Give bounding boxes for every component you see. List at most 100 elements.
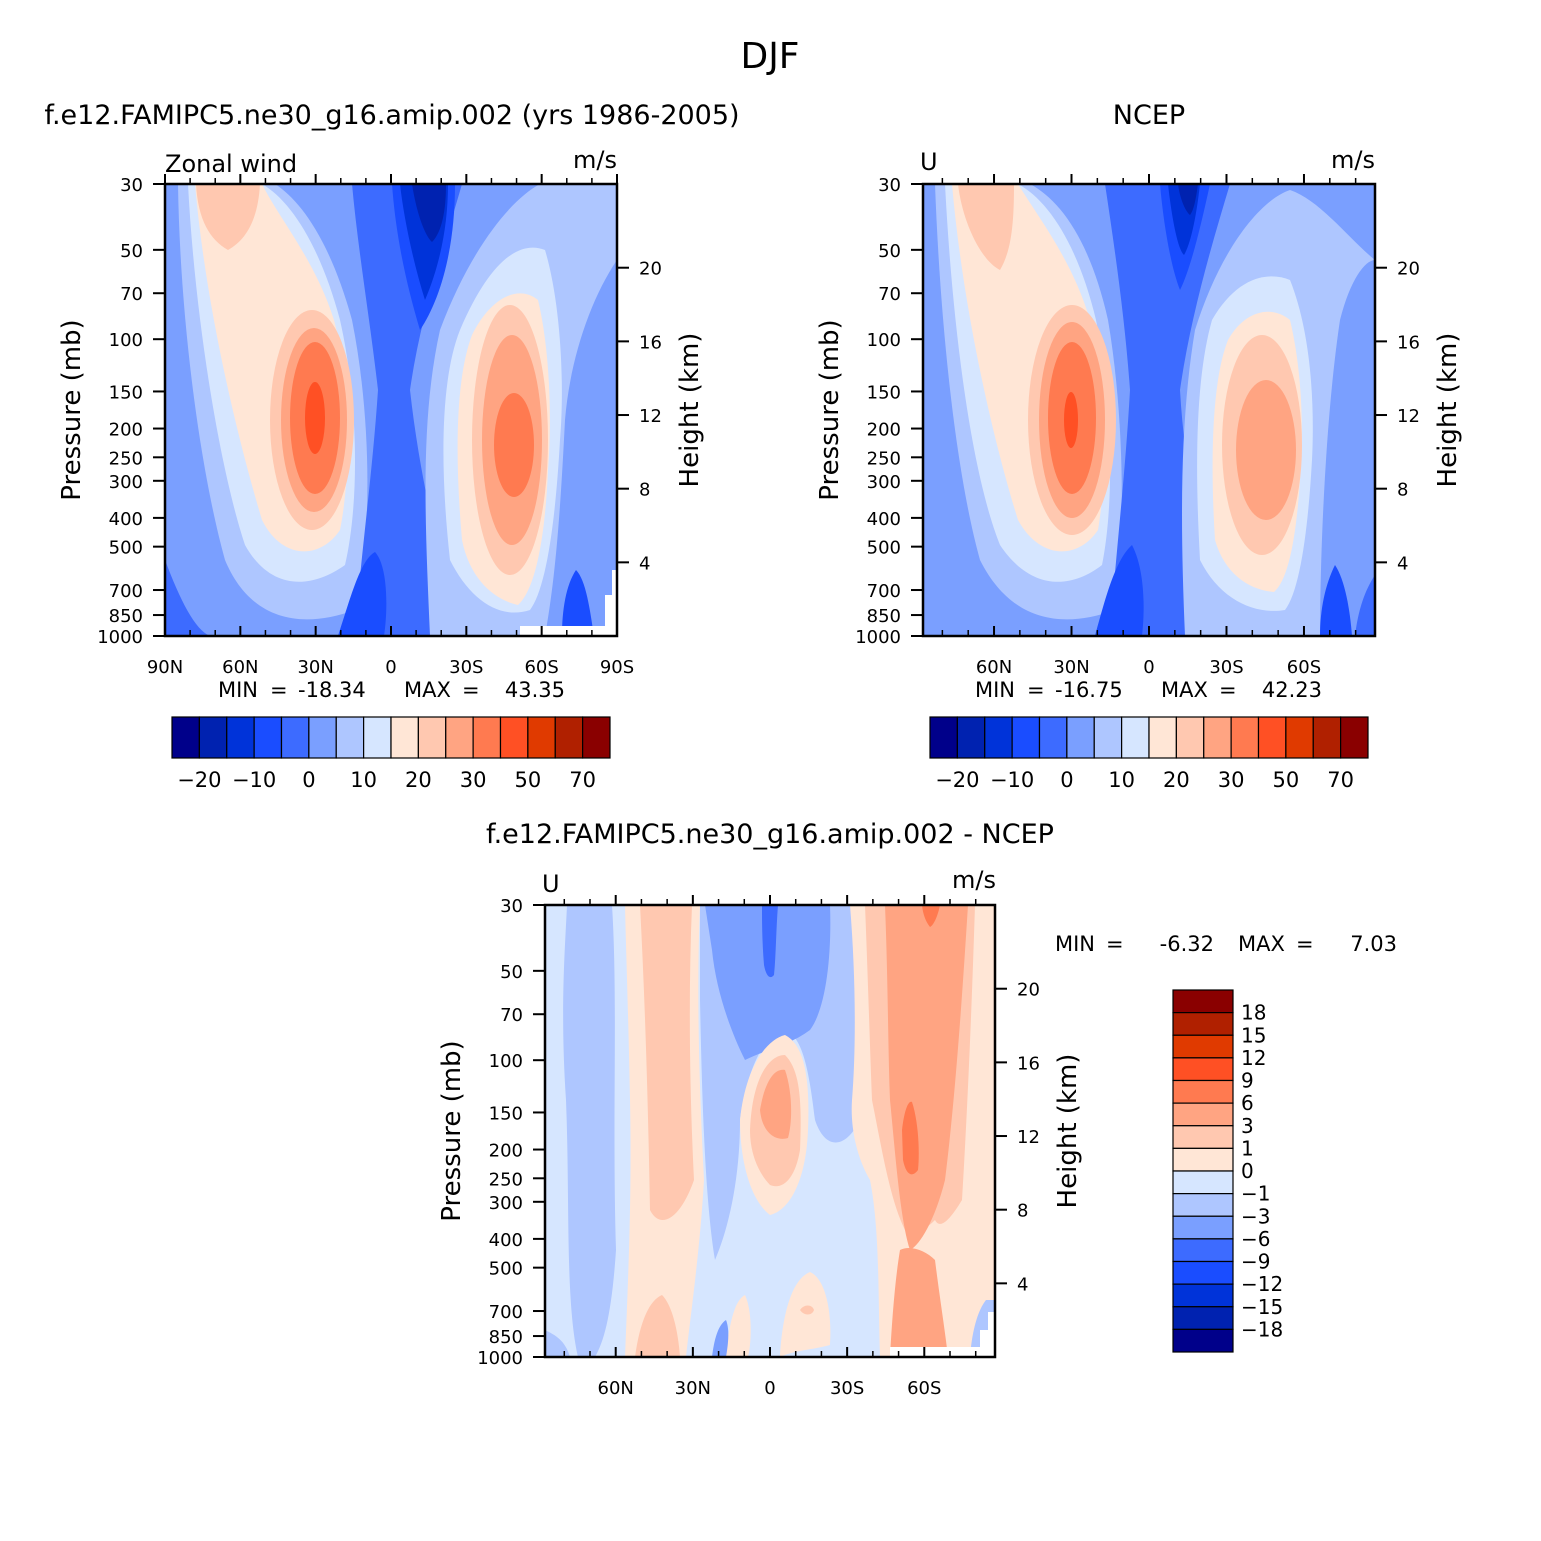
sh-hilat-blue: [1320, 260, 1375, 636]
y-tick-label: 100: [867, 330, 901, 351]
axes: 60N 30N 0 30S 60S 30 50 70 100 150 200 250 300 400 500…: [855, 174, 1420, 678]
sh-hilat-low: [1320, 565, 1352, 636]
min-value: -6.32: [1160, 932, 1214, 956]
nh-positive-band-low: [635, 1295, 680, 1357]
colorbar: −20 −10 0 10 20 30 50 70: [929, 716, 1369, 792]
colorbar-box: [1121, 716, 1150, 759]
panel-model: f.e12.FAMIPC5.ne30_g16.amip.002 (yrs 198…: [44, 100, 739, 792]
colorbar-label: 0: [302, 768, 315, 792]
y2-tick-label: 4: [639, 553, 650, 574]
y2-tick-label: 12: [1017, 1127, 1040, 1148]
eq-negative-lower: [712, 1320, 729, 1357]
x-tick-label: 60N: [976, 657, 1012, 678]
colorbar-label: 70: [569, 768, 596, 792]
colorbar-label: −6: [1241, 1227, 1270, 1251]
eq-sign: =: [1296, 932, 1314, 956]
x-tick-label: 30S: [449, 657, 483, 678]
nh-jet-40: [305, 382, 325, 454]
contour-field: [165, 184, 617, 636]
y2-axis-label: Height (km): [1433, 333, 1463, 488]
y2-tick-label: 8: [1017, 1201, 1028, 1222]
y-tick-label: 200: [489, 1141, 523, 1162]
y2-tick-label: 20: [1397, 259, 1420, 280]
y2-tick-label: 8: [639, 480, 650, 501]
colorbar-box: [445, 716, 474, 759]
eq-positive-mid: [725, 1295, 751, 1357]
x-tick-label: 90S: [600, 657, 634, 678]
nh-jet-40: [1064, 392, 1078, 448]
x-tick-label: 60S: [1287, 657, 1321, 678]
x-tick-label: 90N: [147, 657, 183, 678]
colorbar-box: [1172, 1147, 1234, 1172]
panel-title: f.e12.FAMIPC5.ne30_g16.amip.002 - NCEP: [486, 819, 1054, 850]
colorbar-box: [1312, 716, 1342, 759]
max-label: MAX: [404, 678, 451, 702]
max-value: 7.03: [1350, 932, 1397, 956]
y-axis-label: Pressure (mb): [815, 319, 845, 500]
y-tick-label: 30: [500, 896, 523, 917]
y2-tick-label: 8: [1397, 480, 1408, 501]
x-tick-label: 0: [764, 1378, 775, 1399]
colorbar-label: −18: [1241, 1317, 1283, 1341]
eq-sign: =: [1219, 678, 1237, 702]
colorbar-box: [1011, 716, 1041, 759]
sh-jet-35: [494, 393, 534, 497]
y2-tick-label: 16: [1017, 1053, 1040, 1074]
colorbar-label: −1: [1241, 1182, 1270, 1206]
colorbar-label: 30: [460, 768, 487, 792]
colorbar-box: [335, 716, 365, 759]
sh-hilat-low-2: [1355, 575, 1375, 636]
y-tick-label: 400: [489, 1230, 523, 1251]
colorbar-box: [1172, 1260, 1234, 1285]
y2-tick-label: 4: [1397, 553, 1408, 574]
x-tick-label: 0: [385, 657, 396, 678]
x-tick-label: 0: [1143, 657, 1154, 678]
min-value: -16.75: [1055, 678, 1123, 702]
colorbar-label: −12: [1241, 1272, 1283, 1296]
units-label: m/s: [952, 866, 996, 894]
y-axis-label: Pressure (mb): [57, 319, 87, 500]
colorbar-label: 20: [1163, 768, 1190, 792]
colorbar-box: [1172, 1125, 1234, 1149]
max-label: MAX: [1161, 678, 1208, 702]
colorbar-box: [1172, 1215, 1234, 1240]
colorbar-label: −3: [1241, 1204, 1270, 1228]
colorbar-label: 1: [1241, 1136, 1254, 1160]
sh-hilat-low: [562, 570, 594, 636]
contour-field: [545, 905, 995, 1357]
panel-difference: f.e12.FAMIPC5.ne30_g16.amip.002 - NCEP U…: [437, 819, 1397, 1399]
y-tick-label: 30: [878, 175, 901, 196]
eq-negative-3: [705, 905, 831, 1060]
x-tick-label: 60N: [598, 1378, 634, 1399]
y-tick-label: 1000: [477, 1348, 523, 1369]
x-tick-label: 60N: [222, 657, 258, 678]
y-tick-label: 850: [109, 606, 143, 627]
missing-data-mask: [890, 1312, 995, 1357]
y-tick-label: 850: [867, 606, 901, 627]
y-tick-label: 200: [867, 420, 901, 441]
eq-positive-lower-dot: [800, 1305, 814, 1315]
colorbar-label: 10: [350, 768, 377, 792]
eq-sign: =: [1106, 932, 1124, 956]
y-tick-label: 200: [109, 420, 143, 441]
x-tick-label: 60S: [524, 657, 558, 678]
colorbar-label: −15: [1241, 1295, 1283, 1319]
min-label: MIN: [975, 678, 1015, 702]
colorbar-box: [1172, 1012, 1234, 1036]
colorbar-label: 50: [1273, 768, 1300, 792]
y-tick-label: 300: [867, 472, 901, 493]
colorbar-box: [280, 716, 310, 759]
min-label: MIN: [218, 678, 258, 702]
y-tick-label: 50: [120, 241, 143, 262]
y-tick-label: 1000: [97, 627, 143, 648]
y-tick-label: 50: [878, 241, 901, 262]
colorbar-box: [1285, 716, 1314, 759]
x-tick-label: 60S: [907, 1378, 941, 1399]
colorbar-box: [1066, 716, 1095, 759]
sh-top-6: [922, 905, 940, 927]
y-tick-label: 50: [500, 962, 523, 983]
colorbar-box: [499, 716, 529, 759]
colorbar-label: 50: [515, 768, 542, 792]
